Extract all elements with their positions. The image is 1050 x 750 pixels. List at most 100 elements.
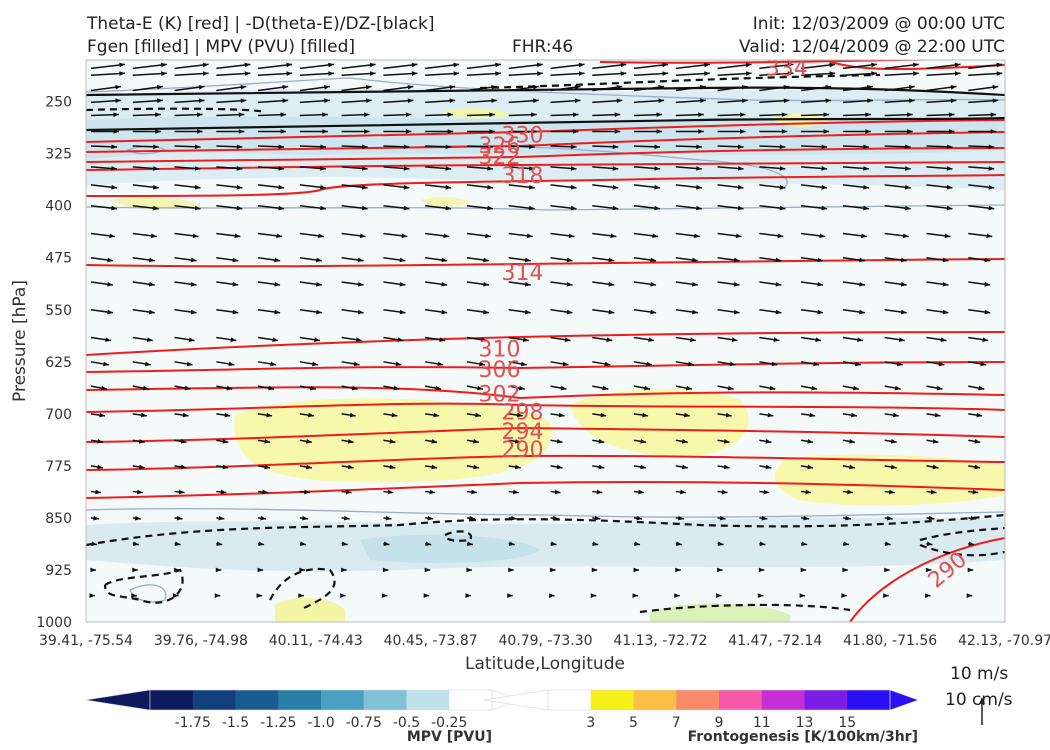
wind-vector-head [361,166,368,171]
wind-vector-head [320,205,326,211]
wind-vector-head [218,515,225,521]
wind-vector-head [270,361,277,367]
valid-time: Valid: 12/04/2009 @ 22:00 UTC [739,37,1005,57]
wind-vector-head [95,489,101,495]
wind-vector-head [529,166,535,171]
wind-vector-head [566,257,573,263]
wind-vector-head [598,439,605,444]
wind-vector-head [161,62,167,68]
theta-e-label: 318 [502,164,544,189]
wind-vector-head [447,129,454,134]
wind-vector-head [723,464,730,470]
fill-region [234,398,553,483]
wind-vector-head [425,541,432,546]
wind-vector-head [642,412,649,418]
wind-vector-head [278,166,285,171]
wind-vector-head [93,515,99,521]
y-tick-label: 550 [45,303,72,319]
wind-vector-head [322,129,328,134]
wind-vector-head [779,205,786,211]
colorbar-tick-label: 3 [586,715,595,731]
wind-vector-head [90,567,96,573]
wind-vector-head [741,98,748,104]
wind-vector-head [731,337,738,343]
wind-vector-shaft [884,63,919,70]
wind-vector-head [829,71,836,76]
wind-vector-head [775,257,782,263]
wind-vector-shaft [341,72,376,77]
wind-vector-head [936,385,943,391]
x-tick-label: 40.45, -73.87 [384,633,478,649]
wind-vector-head [598,464,605,470]
wind-vector-head [698,129,704,134]
theta-e-contour [86,402,1005,413]
wind-vector-head [467,541,473,546]
wind-vector-shaft [258,72,293,77]
wind-vector-head [928,515,935,521]
wind-vector-head [238,129,245,134]
wind-vector-head [353,361,360,367]
wind-vector-head [817,281,824,287]
wind-vector-head [932,464,939,470]
wind-vector-shaft [550,63,585,70]
wind-vector-head [153,184,159,190]
wind-vector-head [855,361,861,367]
wind-vector-head [429,489,436,495]
wind-vector-head [890,464,897,470]
colorbar-swatch [449,690,493,710]
wind-vector-head [892,412,899,418]
wind-vector-head [306,464,312,470]
wind-vector-head [507,593,513,598]
wind-vector-head [853,385,859,391]
wind-vector-head [913,71,919,76]
wind-vector-head [405,129,412,134]
wind-vector-head [946,205,953,211]
wind-vector-head [234,233,241,239]
wind-vector-head [990,112,997,118]
y-tick-label: 1000 [36,615,72,631]
wind-vector-head [548,593,555,598]
theta-e-contour [86,480,1005,499]
wind-vector-head [174,567,180,573]
mpv-contour [129,584,167,603]
wind-vector-head [562,361,569,367]
wind-vector-head [475,412,481,418]
wind-vector-head [148,257,155,263]
wind-vector-head [982,337,989,343]
wind-vector-head [224,412,231,418]
wind-vector-head [717,567,723,573]
wind-vector-head [395,361,402,367]
wind-vector-head [807,464,814,470]
x-tick-label: 41.13, -72.72 [613,633,707,649]
wind-vector-head [244,62,251,68]
wind-vector-head [692,257,698,263]
wind-vector-head [508,567,514,573]
wind-vector-head [978,385,985,391]
wind-vector-head [381,593,388,598]
wind-vector-head [650,309,657,315]
wind-vector-head [719,515,726,521]
wind-vector-head [453,62,460,68]
wind-vector-shaft [926,72,961,77]
wind-vector-head [721,489,728,495]
colorbar-swatch [676,690,720,710]
colorbar-tick-label: 5 [629,715,638,731]
wind-vector-head [383,541,390,546]
wind-vector-head [537,71,543,76]
wind-vector-head [867,84,873,90]
wind-vector-head [829,62,836,68]
wind-vector-head [264,439,271,444]
wind-vector-head [992,98,999,104]
wind-vector-head [863,144,869,150]
wind-vector-head [308,412,314,418]
wind-vector-head [988,166,995,171]
wind-vector-head [950,84,957,90]
wind-vector-head [397,337,404,343]
wind-vector-head [466,567,472,573]
wind-vector-head [896,361,903,367]
wind-vector-head [783,84,790,90]
wind-vector-head [266,412,273,418]
wind-vector-head [845,515,851,521]
